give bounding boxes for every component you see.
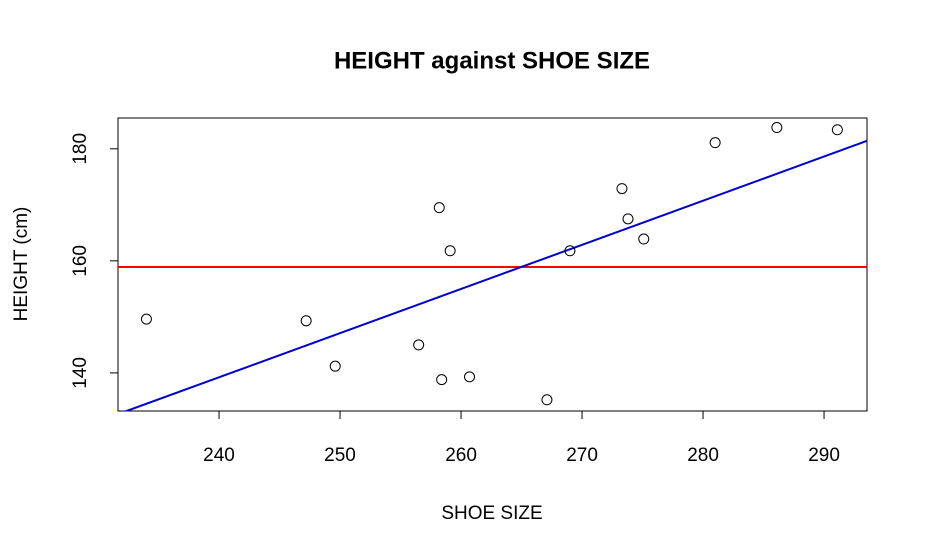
y-axis-label: HEIGHT (cm) bbox=[11, 207, 32, 322]
point bbox=[831, 124, 843, 136]
x-tick-label: 260 bbox=[445, 445, 477, 466]
point bbox=[709, 137, 721, 149]
point bbox=[564, 245, 576, 257]
point bbox=[413, 339, 425, 351]
y-tick-label: 160 bbox=[70, 245, 91, 277]
point bbox=[616, 183, 628, 195]
point bbox=[300, 315, 312, 327]
point bbox=[541, 394, 553, 406]
regression-line bbox=[123, 139, 867, 411]
y-tick-label: 180 bbox=[70, 133, 91, 165]
plot-area bbox=[118, 139, 867, 411]
x-tick-label: 280 bbox=[687, 445, 719, 466]
point bbox=[771, 122, 783, 134]
plot-box bbox=[117, 117, 868, 412]
x-tick-label: 270 bbox=[566, 445, 598, 466]
point bbox=[464, 371, 476, 383]
point bbox=[433, 202, 445, 214]
point bbox=[436, 374, 448, 386]
x-tick-label: 290 bbox=[808, 445, 840, 466]
point bbox=[329, 360, 341, 372]
y-tick-label: 140 bbox=[70, 357, 91, 389]
x-axis-label: SHOE SIZE bbox=[441, 503, 542, 524]
chart-title: HEIGHT against SHOE SIZE bbox=[334, 47, 650, 74]
x-tick-label: 240 bbox=[203, 445, 235, 466]
point bbox=[140, 313, 152, 325]
point bbox=[622, 213, 634, 225]
point bbox=[444, 245, 456, 257]
x-tick-label: 250 bbox=[324, 445, 356, 466]
point bbox=[638, 233, 650, 245]
